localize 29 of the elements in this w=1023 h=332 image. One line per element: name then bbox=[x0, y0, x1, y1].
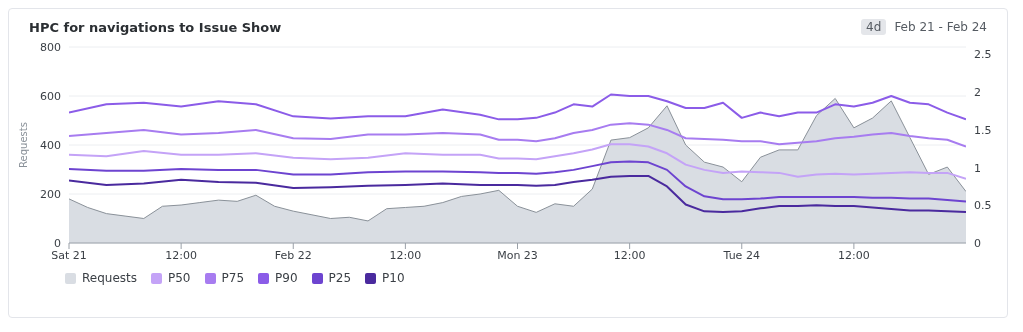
legend-label: P10 bbox=[382, 271, 405, 285]
x-tick-label: 12:00 bbox=[613, 248, 646, 262]
chart-title: HPC for navigations to Issue Show bbox=[29, 19, 282, 35]
y2-tick-label: 0 bbox=[974, 236, 981, 250]
y2-tick-label: 1.5 bbox=[974, 123, 992, 137]
legend-label: P75 bbox=[221, 271, 245, 285]
y2-tick-label: 1 bbox=[974, 161, 981, 175]
legend-label: P90 bbox=[275, 271, 298, 285]
x-tick-label: Tue 24 bbox=[722, 248, 760, 262]
x-tick-label: 12:00 bbox=[389, 248, 422, 262]
y-axis-title: Requests bbox=[17, 122, 29, 168]
y2-tick-label: 0.5 bbox=[974, 199, 992, 213]
legend-label: P50 bbox=[168, 271, 191, 285]
text: 4d bbox=[861, 19, 887, 35]
y-tick-label: 0 bbox=[54, 236, 61, 250]
y2-tick-label: 2 bbox=[974, 86, 981, 100]
y-tick-label: 800 bbox=[40, 40, 61, 54]
legend-label: P25 bbox=[328, 271, 352, 285]
y-tick-label: 600 bbox=[40, 89, 61, 103]
x-tick-label: 12:00 bbox=[838, 248, 870, 262]
y-tick-label: 400 bbox=[40, 138, 61, 152]
x-tick-label: Mon 23 bbox=[497, 248, 538, 262]
x-tick-label: Feb 22 bbox=[274, 248, 312, 262]
y-tick-label: 200 bbox=[40, 187, 61, 201]
legend-label: Requests bbox=[82, 271, 137, 285]
text: Feb 21 - Feb 24 bbox=[894, 20, 987, 34]
x-tick-label: 12:00 bbox=[165, 248, 197, 262]
y2-tick-label: 2.5 bbox=[974, 48, 992, 62]
x-tick-label: Sat 21 bbox=[51, 248, 87, 262]
